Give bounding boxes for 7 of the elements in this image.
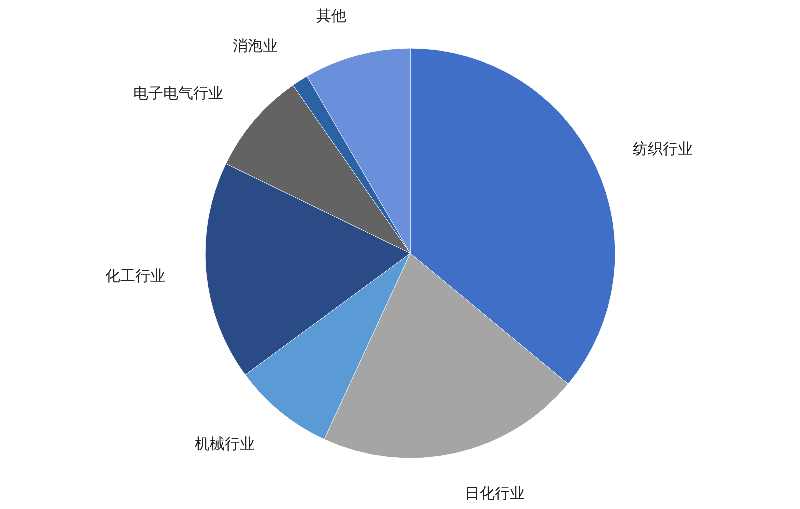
slice-label: 机械行业 (194, 435, 255, 454)
slice-label: 电子电气行业 (133, 84, 224, 103)
slice-label: 日化行业 (464, 484, 525, 502)
slice-label: 化工行业 (106, 266, 166, 285)
slice-label: 其他 (316, 7, 346, 26)
slice-label: 消泡业 (233, 37, 278, 56)
slice-label: 纺织行业 (633, 140, 694, 158)
